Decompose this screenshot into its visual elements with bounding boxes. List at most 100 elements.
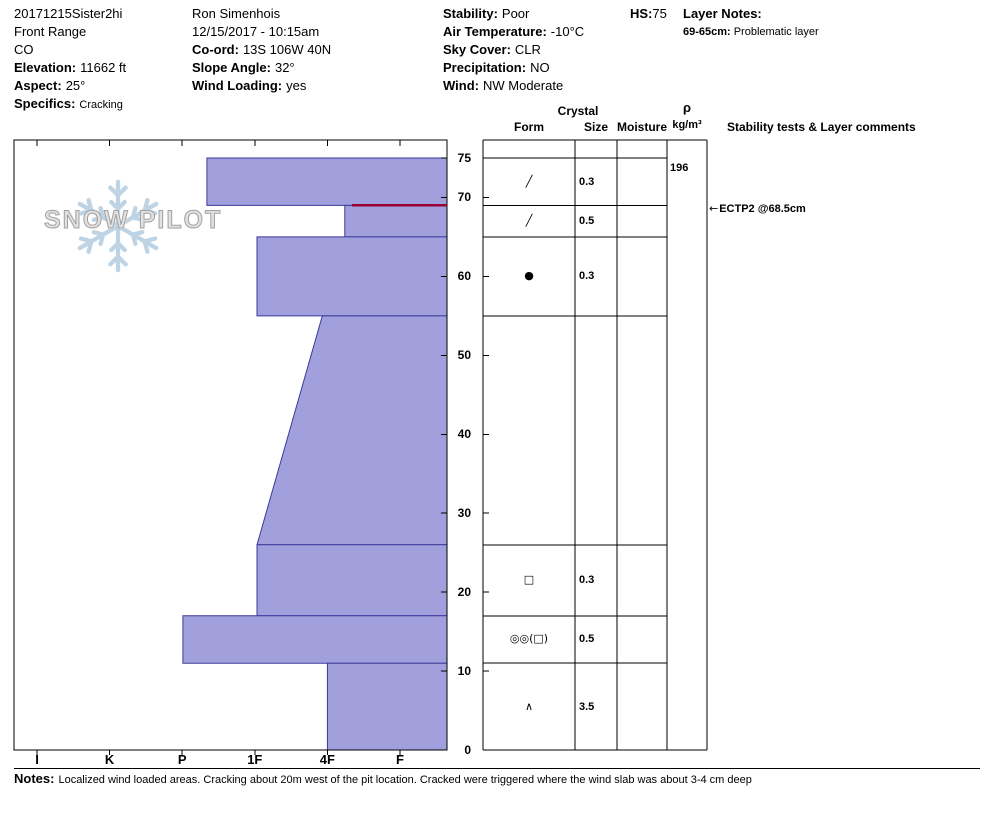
- wind-row: Wind: NW Moderate: [443, 77, 584, 95]
- precipitation-value: NO: [530, 60, 550, 75]
- hardness-axis-label: 4F: [319, 752, 335, 767]
- depth-axis-label: 70: [457, 190, 471, 205]
- hs-value: 75: [652, 6, 667, 21]
- sky-cover-label: Sky Cover:: [443, 42, 511, 57]
- comments-header: Stability tests & Layer comments: [727, 120, 916, 134]
- stability-test-text: ECTP2 @68.5cm: [719, 203, 806, 216]
- snow-layer-bar: [256, 544, 448, 617]
- hardness-axis-label: K: [104, 752, 115, 767]
- wind-loading-label: Wind Loading:: [192, 78, 283, 93]
- depth-axis-label: 30: [457, 506, 471, 521]
- pit-name: 20171215Sister2hi: [14, 6, 123, 21]
- precipitation-label: Precipitation:: [443, 60, 527, 75]
- depth-axis-label: 10: [457, 664, 471, 679]
- pit-mountain-range: Front Range: [14, 24, 87, 39]
- specifics-label: Specifics:: [14, 96, 76, 111]
- wind-loading-value: yes: [286, 78, 307, 93]
- specifics-value: Cracking: [79, 99, 123, 111]
- header-conditions-column: Stability: Poor Air Temperature: -10°C Sky…: [443, 5, 584, 95]
- moisture-header: Moisture: [617, 120, 668, 134]
- precipitation-row: Precipitation: NO: [443, 59, 584, 77]
- sky-cover-row: Sky Cover: CLR: [443, 41, 584, 59]
- aspect-value: 25°: [65, 78, 86, 93]
- grain-size-value: 0.3: [579, 270, 595, 283]
- left-arrow-icon: ←: [709, 202, 719, 216]
- header-layer-notes: Layer Notes: 69-65cm: Problematic layer: [683, 5, 819, 41]
- hs-label: HS:: [630, 6, 653, 21]
- depth-axis-label: 0: [464, 743, 471, 757]
- form-header: Form: [514, 120, 544, 134]
- density-symbol-header: ρ: [682, 100, 692, 115]
- specifics-row: Specifics: Cracking: [14, 95, 126, 114]
- header-hs: HS:75: [630, 5, 667, 23]
- wind-label: Wind:: [443, 78, 479, 93]
- notes-row: Notes: Localized wind loaded areas. Crack…: [14, 770, 752, 788]
- observer-name: Ron Simenhois: [192, 6, 281, 21]
- layer-notes-label: Layer Notes:: [683, 6, 762, 21]
- density-unit-header: kg/m³: [672, 119, 702, 131]
- depth-axis-label: 75: [457, 151, 471, 165]
- snow-layer-bar: [182, 615, 448, 664]
- coord-row: Co-ord: 13S 106W 40N: [192, 41, 331, 59]
- aspect-label: Aspect:: [14, 78, 62, 93]
- coord-value: 13S 106W 40N: [242, 42, 332, 57]
- snow-layer-bar: [344, 204, 448, 238]
- crystal-form-symbol: ◎◎(□): [509, 632, 549, 646]
- layer-note-text: Problematic layer: [733, 26, 819, 38]
- stability-value: Poor: [501, 6, 530, 21]
- density-value: 196: [670, 162, 689, 174]
- snow-layer-bar: [206, 157, 448, 206]
- crystal-form-symbol: ╱: [525, 214, 533, 228]
- snowpilot-logo: SNOW PILOT: [42, 179, 221, 276]
- grain-size-value: 0.5: [579, 633, 595, 646]
- slope-angle-row: Slope Angle: 32°: [192, 59, 331, 77]
- wind-value: NW Moderate: [482, 78, 564, 93]
- crystal-form-symbol: □: [523, 573, 535, 587]
- coord-label: Co-ord:: [192, 42, 239, 57]
- grain-size-value: 0.3: [579, 574, 595, 587]
- grain-size-value: 0.5: [579, 215, 595, 228]
- stability-label: Stability:: [443, 6, 498, 21]
- air-temp-value: -10°C: [550, 24, 585, 39]
- crystal-form-symbol: ●: [524, 269, 534, 283]
- slope-angle-label: Slope Angle:: [192, 60, 271, 75]
- chart-border: [13, 139, 448, 751]
- wind-loading-row: Wind Loading: yes: [192, 77, 331, 95]
- notes-divider: [14, 768, 980, 769]
- hardness-axis-label: I: [35, 752, 39, 767]
- depth-axis-label: 50: [457, 348, 471, 363]
- stability-test-annotation: ←ECTP2 @68.5cm: [709, 201, 806, 217]
- pit-state: CO: [14, 42, 34, 57]
- observation-datetime: 12/15/2017 - 10:15am: [192, 24, 320, 39]
- notes-label: Notes:: [14, 771, 55, 786]
- layer-note-range: 69-65cm:: [683, 26, 731, 38]
- slope-angle-value: 32°: [274, 60, 295, 75]
- depth-axis-label: 20: [457, 585, 471, 600]
- grain-size-value: 3.5: [579, 700, 595, 713]
- snowpilot-logo-text: SNOW PILOT: [43, 206, 223, 235]
- stability-row: Stability: Poor: [443, 5, 584, 23]
- snow-layer-bar: [256, 315, 448, 546]
- header-observer-column: Ron Simenhois 12/15/2017 - 10:15am Co-or…: [192, 5, 331, 95]
- hardness-axis-label: 1F: [247, 752, 263, 767]
- size-header: Size: [583, 120, 608, 134]
- hs-row: HS:75: [630, 5, 667, 23]
- elevation-label: Elevation:: [14, 60, 77, 75]
- hardness-axis-label: F: [396, 752, 404, 767]
- crystal-form-symbol: ╱: [525, 174, 533, 188]
- air-temp-row: Air Temperature: -10°C: [443, 23, 584, 41]
- snowflake-icon: [77, 179, 159, 273]
- elevation-value: 11662 ft: [80, 60, 127, 75]
- depth-axis-label: 60: [457, 269, 471, 284]
- depth-axis-label: 40: [457, 427, 471, 442]
- hardness-axis-label: P: [177, 752, 187, 767]
- crystal-form-symbol: ∧: [524, 699, 534, 713]
- aspect-row: Aspect: 25°: [14, 77, 126, 95]
- sky-cover-value: CLR: [514, 42, 541, 57]
- snow-layer-bar: [326, 662, 448, 751]
- grain-size-value: 0.3: [579, 175, 595, 188]
- notes-text: Localized wind loaded areas. Cracking ab…: [58, 774, 752, 786]
- elevation-row: Elevation: 11662 ft: [14, 59, 126, 77]
